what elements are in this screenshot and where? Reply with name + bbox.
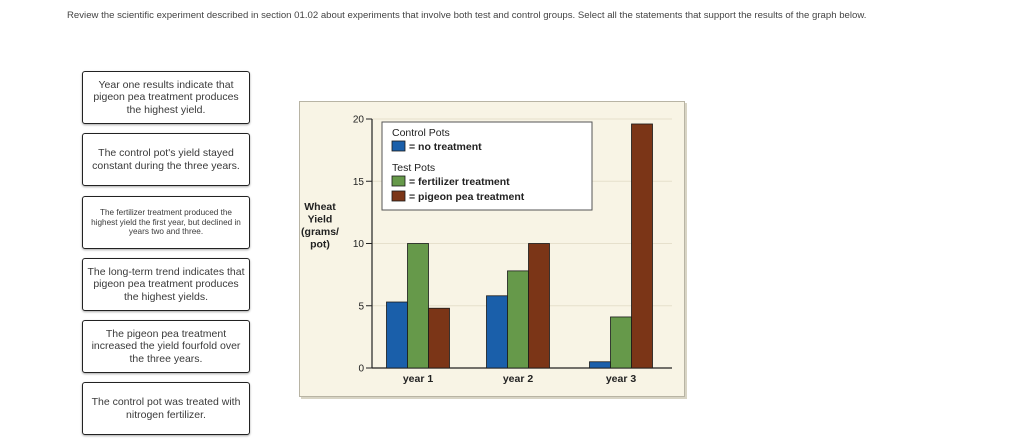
legend-item-label: = fertilizer treatment <box>409 176 510 188</box>
bar-no-treatment-year-3 <box>589 361 611 369</box>
answer-choice-2[interactable]: The control pot's yield stayed constant … <box>82 133 250 186</box>
legend-test-heading: Test Pots <box>392 162 435 174</box>
y-axis-label-line: pot) <box>310 239 330 251</box>
legend: Control Pots Test Pots = no treatment = fer… <box>381 121 593 211</box>
bar-no-treatment-year-1 <box>386 301 408 369</box>
bars <box>386 123 653 369</box>
y-axis-label-line: Yield <box>308 214 333 226</box>
legend-box <box>381 121 593 211</box>
bar-no-treatment-year-2 <box>486 295 508 369</box>
bar-pigeon-pea-treatment-year-3 <box>631 123 653 369</box>
y-tick-label: 20 <box>353 115 365 126</box>
legend-item-label: = no treatment <box>409 141 482 153</box>
legend-swatch <box>391 190 406 202</box>
answer-choice-5[interactable]: The pigeon pea treatment increased the y… <box>82 320 250 373</box>
answer-choice-3[interactable]: The fertilizer treatment produced the hi… <box>82 196 250 249</box>
bar-fertilizer-treatment-year-1 <box>407 243 429 369</box>
question-instructions: Review the scientific experiment describ… <box>67 10 867 21</box>
y-tick-label: 15 <box>353 177 365 188</box>
legend-swatch <box>391 175 406 187</box>
bar-pigeon-pea-treatment-year-2 <box>528 243 550 369</box>
legend-control-heading: Control Pots <box>392 127 450 139</box>
y-tick-label: 5 <box>358 301 364 312</box>
answer-choice-4[interactable]: The long-term trend indicates that pigeo… <box>82 258 250 311</box>
bar-fertilizer-treatment-year-2 <box>507 270 529 369</box>
answer-choice-6[interactable]: The control pot was treated with nitroge… <box>82 382 250 435</box>
y-axis-label-line: (grams/ <box>301 226 339 238</box>
bar-fertilizer-treatment-year-3 <box>610 316 632 369</box>
bar-pigeon-pea-treatment-year-1 <box>428 307 450 369</box>
answer-choice-1[interactable]: Year one results indicate that pigeon pe… <box>82 71 250 124</box>
y-tick-label: 0 <box>358 364 364 375</box>
y-axis-label-line: Wheat <box>304 201 336 213</box>
legend-item-label: = pigeon pea treatment <box>409 191 525 203</box>
x-tick-label: year 3 <box>606 373 637 385</box>
y-tick-label: 10 <box>353 239 365 250</box>
chart-panel: Wheat Yield (grams/pot) 0 5 10 15 20 year 1 year… <box>299 101 685 397</box>
legend-swatch <box>391 140 406 152</box>
x-tick-label: year 1 <box>403 373 434 385</box>
x-tick-label: year 2 <box>503 373 534 385</box>
